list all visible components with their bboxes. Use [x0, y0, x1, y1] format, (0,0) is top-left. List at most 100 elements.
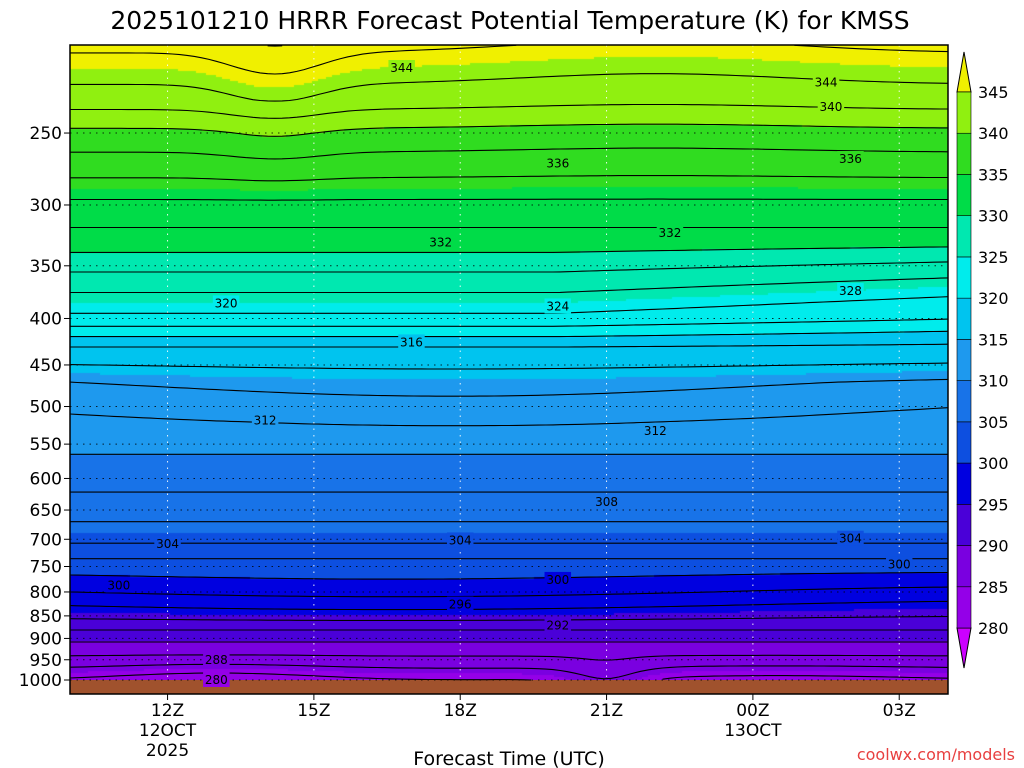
contour-label: 308 — [595, 495, 618, 509]
x-tick-year: 2025 — [146, 741, 189, 761]
y-tick-label: 250 — [30, 124, 62, 144]
x-tick-date: 13OCT — [724, 721, 782, 741]
contour-label: 312 — [644, 424, 667, 438]
colorbar-segment — [956, 504, 972, 546]
axes: 2503003504004505005506006507007508008509… — [19, 44, 949, 761]
colorbar-label: 305 — [978, 413, 1009, 432]
contour-label-bg — [544, 617, 572, 633]
contour-label-bg — [593, 494, 620, 510]
contour-line — [69, 615, 949, 621]
y-tick-label: 700 — [30, 530, 62, 550]
contour-line — [70, 147, 949, 160]
colorbar-label: 345 — [978, 83, 1009, 102]
colorbar-segment — [956, 256, 972, 299]
contour-label: 336 — [546, 156, 569, 170]
contour-label-bg — [203, 672, 230, 687]
colorbar-segment — [956, 215, 972, 258]
colorbar-label: 285 — [978, 578, 1009, 597]
contour-line — [69, 600, 948, 611]
y-tick-label: 450 — [30, 356, 62, 376]
contour-label: 312 — [254, 413, 277, 427]
x-tick-label: 03Z — [883, 701, 916, 721]
source-credit: coolwx.com/models — [857, 745, 1015, 764]
colorbar-label: 300 — [978, 454, 1009, 473]
contour-label: 300 — [546, 573, 569, 587]
contour-label-bg — [837, 530, 864, 546]
y-tick-label: 400 — [30, 309, 62, 329]
contour-line — [70, 103, 948, 119]
colorbar-segment — [956, 545, 972, 588]
contour-label-bg — [446, 596, 474, 612]
chart-title: 2025101210 HRRR Forecast Potential Tempe… — [110, 6, 909, 35]
colorbar-label: 325 — [978, 248, 1009, 267]
colorbar-segment — [956, 132, 972, 175]
colorbar-label: 335 — [978, 165, 1009, 184]
contour-line — [69, 571, 948, 580]
contour-label-bg — [251, 412, 279, 428]
colorbar-segment — [956, 421, 972, 464]
contour-label-bg — [885, 556, 913, 572]
colorbar-label: 340 — [978, 124, 1009, 143]
x-tick-label: 12Z — [151, 701, 184, 721]
y-tick-label: 550 — [30, 435, 62, 455]
contour-label-bg — [398, 334, 425, 350]
x-axis-title: Forecast Time (UTC) — [413, 748, 604, 768]
contour-line — [70, 318, 949, 327]
contour-line — [70, 277, 949, 294]
colorbar: 280 285 290 295 300 305 310 315 320 325 330 335 340 3… — [956, 51, 1009, 669]
y-tick-label: 900 — [30, 629, 62, 649]
contour-label: 340 — [819, 100, 842, 114]
colorbar-label: 290 — [978, 537, 1009, 556]
contour-line — [69, 378, 949, 397]
contour-label: 332 — [429, 236, 452, 250]
y-tick-label: 950 — [30, 651, 62, 671]
contour-label: 336 — [839, 152, 862, 166]
contour-label: 292 — [546, 619, 569, 633]
colorbar-segment — [956, 91, 972, 134]
contour-label: 332 — [659, 226, 682, 240]
contour-label: 304 — [839, 532, 862, 546]
contour-line — [70, 296, 949, 314]
x-tick-label: 00Z — [736, 701, 769, 721]
contour-label-bg — [642, 422, 669, 438]
colorbar-segment — [956, 297, 972, 340]
contour-label: 300 — [107, 578, 130, 592]
colorbar-segment — [956, 586, 972, 629]
contour-line — [70, 73, 949, 102]
filled-contours — [70, 45, 948, 680]
colorbar-segment — [956, 339, 972, 381]
colorbar-segment — [956, 174, 972, 216]
contour-line — [70, 343, 949, 348]
contour-label-bg — [837, 282, 864, 298]
contour-label: 304 — [156, 537, 179, 551]
y-tick-label: 600 — [30, 469, 62, 489]
contour-label-bg — [446, 532, 474, 548]
contour-lines — [69, 44, 949, 681]
contour-labels: 344 344 340 336 336 332 332 328 324 320 316 312 312 3… — [105, 59, 913, 687]
contour-label-bg — [544, 298, 572, 314]
contour-label: 328 — [839, 284, 862, 298]
contour-label-bg — [656, 224, 684, 240]
contour-label: 300 — [888, 557, 911, 571]
contour-label-bg — [203, 652, 230, 668]
contour-label: 304 — [449, 533, 472, 547]
colorbar-label: 280 — [978, 619, 1009, 638]
y-tick-label: 650 — [30, 501, 62, 521]
x-tick-label: 21Z — [590, 701, 623, 721]
colorbar-label: 295 — [978, 495, 1009, 514]
contour-line — [69, 407, 949, 427]
y-tick-label: 850 — [30, 607, 62, 627]
colorbar-arrow-bottom — [956, 627, 972, 669]
contour-line — [70, 330, 949, 338]
y-tick-label: 800 — [30, 583, 62, 603]
x-tick-label: 18Z — [444, 701, 477, 721]
contour-label-bg — [837, 150, 864, 166]
contour-line — [70, 44, 949, 75]
contour-line — [69, 362, 949, 370]
colorbar-segment — [956, 462, 972, 505]
contour-line — [70, 198, 948, 201]
y-tick-label: 750 — [30, 557, 62, 577]
contour-line — [69, 586, 949, 598]
contour-label: 288 — [205, 653, 228, 667]
